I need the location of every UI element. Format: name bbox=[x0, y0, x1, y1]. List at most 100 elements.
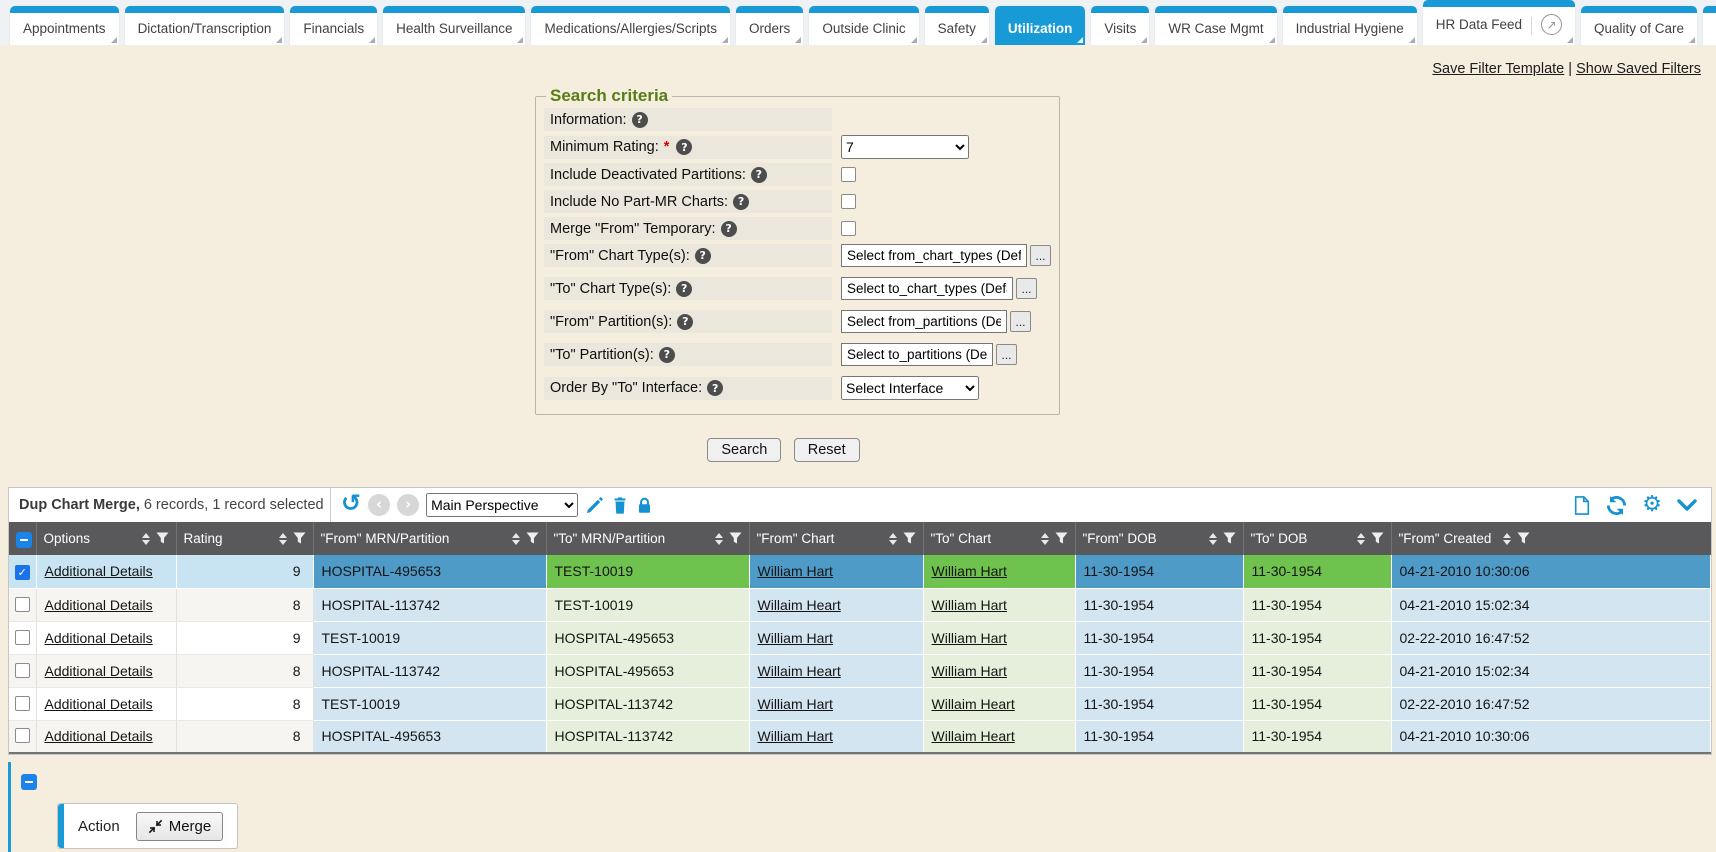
filter-funnel-icon[interactable] bbox=[1517, 532, 1530, 545]
refresh-icon[interactable] bbox=[1606, 495, 1627, 516]
to-chart-types-picker-button[interactable]: ... bbox=[1016, 278, 1037, 299]
merge-button[interactable]: Merge bbox=[135, 811, 224, 841]
edit-perspective-icon[interactable] bbox=[585, 496, 604, 515]
merge-from-temporary-checkbox[interactable] bbox=[841, 221, 856, 236]
include-no-part-checkbox[interactable] bbox=[841, 194, 856, 209]
to-chart-types-input[interactable] bbox=[841, 277, 1013, 300]
table-row[interactable]: ✓ Additional Details 9 HOSPITAL-495653 T… bbox=[9, 555, 1711, 589]
from-partitions-picker-button[interactable]: ... bbox=[1010, 311, 1031, 332]
next-perspective-icon[interactable]: › bbox=[397, 494, 420, 516]
row-checkbox[interactable] bbox=[14, 695, 30, 711]
help-icon[interactable]: ? bbox=[720, 220, 737, 237]
tab-health-surveillance[interactable]: Health Surveillance bbox=[383, 6, 526, 45]
tab-utilization[interactable]: Utilization bbox=[994, 6, 1086, 45]
reset-button[interactable]: Reset bbox=[793, 438, 860, 462]
filter-funnel-icon[interactable] bbox=[1371, 532, 1384, 545]
search-button[interactable]: Search bbox=[707, 438, 782, 462]
table-row[interactable]: Additional Details 9 TEST-10019 HOSPITAL… bbox=[9, 621, 1711, 655]
to-chart-link[interactable]: William Hart bbox=[931, 629, 1007, 646]
collapse-section-icon[interactable] bbox=[21, 774, 37, 790]
from-chart-types-picker-button[interactable]: ... bbox=[1030, 245, 1051, 266]
new-document-icon[interactable] bbox=[1573, 495, 1591, 516]
from-chart-link[interactable]: William Hart bbox=[757, 695, 833, 712]
additional-details-link[interactable]: Additional Details bbox=[44, 596, 153, 613]
help-icon[interactable]: ? bbox=[694, 247, 711, 264]
collapse-panel-chevron-icon[interactable] bbox=[1677, 498, 1697, 512]
additional-details-link[interactable]: Additional Details bbox=[44, 728, 153, 745]
help-icon[interactable]: ? bbox=[676, 280, 693, 297]
save-filter-template-link[interactable]: Save Filter Template bbox=[1432, 61, 1565, 77]
sort-icon[interactable] bbox=[1356, 532, 1365, 545]
sort-icon[interactable] bbox=[1503, 532, 1512, 545]
from-chart-types-input[interactable] bbox=[841, 244, 1027, 267]
filter-funnel-icon[interactable] bbox=[526, 532, 539, 545]
help-icon[interactable]: ? bbox=[733, 193, 750, 210]
sort-icon[interactable] bbox=[511, 532, 520, 545]
minimum-rating-select[interactable]: 7 bbox=[841, 135, 969, 159]
row-checkbox[interactable] bbox=[14, 662, 30, 678]
to-chart-link[interactable]: William Hart bbox=[931, 563, 1007, 580]
tab-safety[interactable]: Safety bbox=[924, 6, 989, 45]
help-icon[interactable]: ? bbox=[658, 346, 675, 363]
tab-orders[interactable]: Orders bbox=[736, 6, 804, 45]
tab-medications-allergies-scripts[interactable]: Medications/Allergies/Scripts bbox=[531, 6, 731, 45]
row-checkbox[interactable]: ✓ bbox=[14, 564, 30, 580]
tab-visits[interactable]: Visits bbox=[1091, 6, 1150, 45]
from-chart-link[interactable]: William Hart bbox=[757, 629, 833, 646]
additional-details-link[interactable]: Additional Details bbox=[44, 629, 153, 646]
from-chart-link[interactable]: William Hart bbox=[757, 563, 833, 580]
table-row[interactable]: Additional Details 8 HOSPITAL-113742 HOS… bbox=[9, 654, 1711, 688]
perspective-select[interactable]: Main Perspective bbox=[426, 493, 579, 517]
to-partitions-picker-button[interactable]: ... bbox=[996, 344, 1017, 365]
tab-financials[interactable]: Financials bbox=[290, 6, 378, 45]
undo-icon[interactable]: ↺ bbox=[341, 489, 362, 517]
to-chart-link[interactable]: Willaim Heart bbox=[931, 695, 1015, 712]
additional-details-link[interactable]: Additional Details bbox=[44, 695, 153, 712]
filter-funnel-icon[interactable] bbox=[293, 532, 306, 545]
tab-dictation-transcription[interactable]: Dictation/Transcription bbox=[124, 6, 285, 45]
external-link-icon[interactable]: ↗ bbox=[1541, 14, 1563, 35]
include-deactivated-checkbox[interactable] bbox=[841, 167, 856, 182]
sort-icon[interactable] bbox=[141, 532, 150, 545]
tab-hr-data-feed[interactable]: HR Data Feed ↗ bbox=[1422, 0, 1576, 45]
filter-funnel-icon[interactable] bbox=[729, 532, 742, 545]
sort-icon[interactable] bbox=[278, 532, 287, 545]
from-chart-link[interactable]: Willaim Heart bbox=[757, 662, 841, 679]
to-chart-link[interactable]: Willaim Heart bbox=[931, 728, 1015, 745]
additional-details-link[interactable]: Additional Details bbox=[44, 563, 153, 580]
from-chart-link[interactable]: Willaim Heart bbox=[757, 596, 841, 613]
table-row[interactable]: Additional Details 8 HOSPITAL-113742 TES… bbox=[9, 588, 1711, 622]
tab-quality-of-care[interactable]: Quality of Care bbox=[1581, 6, 1698, 45]
gear-icon[interactable]: ⚙ bbox=[1642, 492, 1662, 517]
help-icon[interactable]: ? bbox=[677, 313, 694, 330]
from-partitions-input[interactable] bbox=[841, 310, 1007, 333]
additional-details-link[interactable]: Additional Details bbox=[44, 662, 153, 679]
delete-perspective-icon[interactable] bbox=[611, 496, 629, 515]
show-saved-filters-link[interactable]: Show Saved Filters bbox=[1576, 61, 1701, 77]
row-checkbox[interactable] bbox=[14, 629, 30, 645]
tab-industrial-hygiene[interactable]: Industrial Hygiene bbox=[1282, 6, 1417, 45]
tab-wr-case-mgmt[interactable]: WR Case Mgmt bbox=[1155, 6, 1277, 45]
sort-icon[interactable] bbox=[1208, 532, 1217, 545]
tab-exec[interactable]: Exec bbox=[1703, 6, 1716, 45]
filter-funnel-icon[interactable] bbox=[903, 532, 916, 545]
table-row[interactable]: Additional Details 8 TEST-10019 HOSPITAL… bbox=[9, 687, 1711, 721]
to-chart-link[interactable]: William Hart bbox=[931, 662, 1007, 679]
row-checkbox[interactable] bbox=[14, 596, 30, 612]
sort-icon[interactable] bbox=[714, 532, 723, 545]
filter-funnel-icon[interactable] bbox=[1055, 532, 1068, 545]
table-row[interactable]: Additional Details 8 HOSPITAL-495653 HOS… bbox=[9, 720, 1711, 754]
tab-outside-clinic[interactable]: Outside Clinic bbox=[809, 6, 919, 45]
to-chart-link[interactable]: William Hart bbox=[931, 596, 1007, 613]
select-all-toggle-icon[interactable] bbox=[16, 532, 32, 548]
from-chart-link[interactable]: William Hart bbox=[757, 728, 833, 745]
tab-appointments[interactable]: Appointments bbox=[10, 6, 119, 45]
filter-funnel-icon[interactable] bbox=[1223, 532, 1236, 545]
help-icon[interactable]: ? bbox=[707, 380, 724, 396]
help-icon[interactable]: ? bbox=[631, 111, 648, 128]
help-icon[interactable]: ? bbox=[750, 166, 767, 183]
row-checkbox[interactable] bbox=[14, 728, 30, 744]
sort-icon[interactable] bbox=[1040, 532, 1049, 545]
lock-perspective-icon[interactable] bbox=[636, 496, 653, 515]
help-icon[interactable]: ? bbox=[676, 139, 693, 155]
